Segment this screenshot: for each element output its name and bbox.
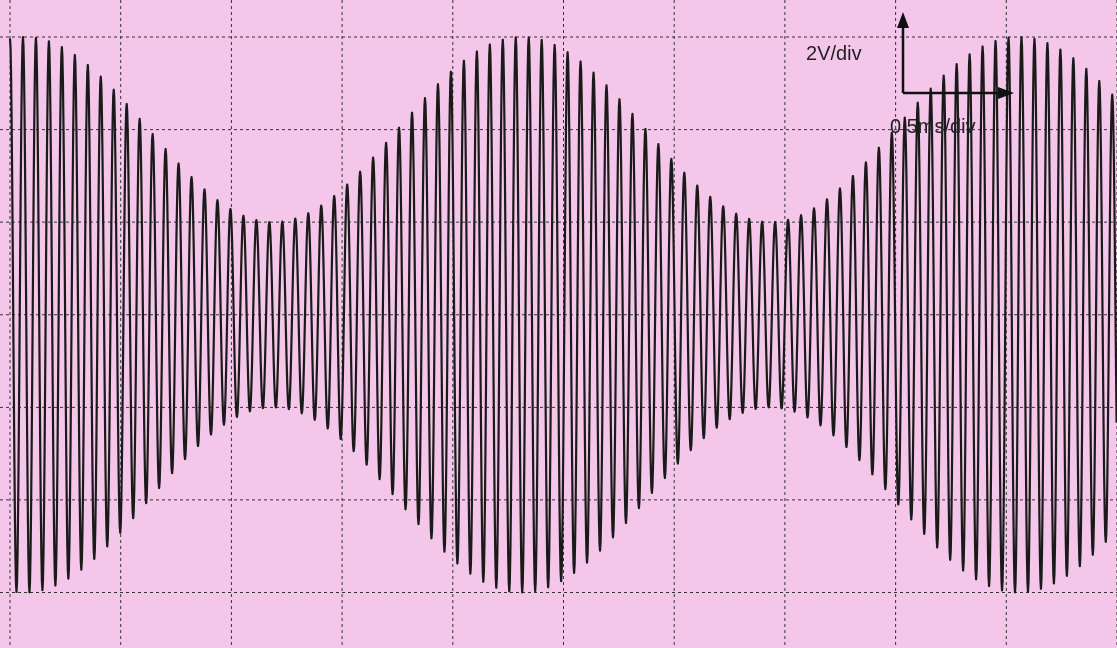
scale-indicator: 2V/div 0,5ms/div (806, 12, 1014, 138)
horizontal-arrow-head (998, 87, 1014, 99)
horizontal-scale-label: 0,5ms/div (890, 116, 976, 138)
vertical-arrow-head (897, 12, 909, 28)
signal-trace (8, 35, 1117, 594)
vertical-scale-label: 2V/div (806, 43, 862, 65)
